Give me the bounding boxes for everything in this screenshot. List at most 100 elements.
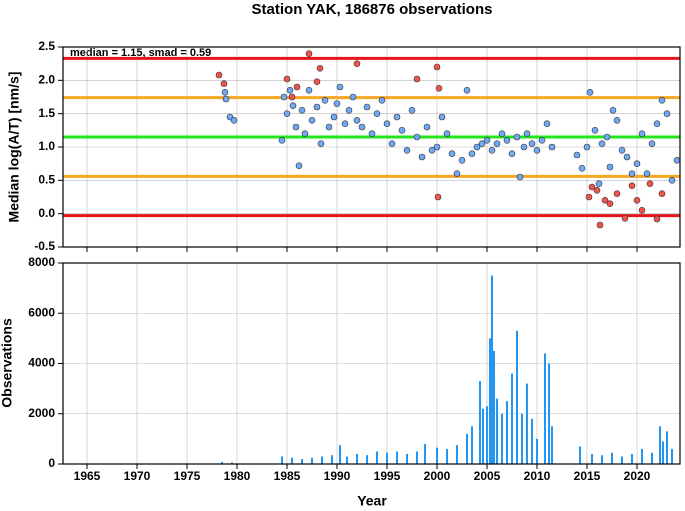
point: [520, 143, 528, 151]
point: [393, 113, 401, 121]
point: [398, 127, 406, 134]
point: [433, 63, 441, 71]
y-axis-label: Median log(A/T) [nm/s]: [6, 72, 22, 223]
bar: [321, 456, 323, 464]
point: [222, 95, 230, 103]
x-tick-label: 2005: [474, 469, 501, 483]
point: [298, 107, 306, 114]
point: [358, 123, 366, 131]
point: [443, 130, 451, 137]
point: [628, 170, 636, 177]
point: [278, 137, 286, 144]
point: [220, 80, 228, 87]
point: [289, 102, 297, 109]
bar: [479, 381, 481, 464]
bar: [406, 453, 408, 464]
annotation: median = 1.15, smad = 0.59: [70, 47, 211, 59]
x-tick-label: 2010: [524, 469, 551, 483]
bar: [301, 458, 303, 464]
x-axis-label: Year: [357, 493, 387, 509]
point: [448, 150, 456, 157]
point: [313, 78, 321, 85]
x-tick-label: 2020: [624, 469, 651, 483]
point: [618, 147, 626, 154]
bar: [659, 426, 661, 464]
point: [317, 140, 325, 147]
bar: [511, 373, 513, 464]
point: [658, 190, 666, 197]
point: [528, 140, 536, 147]
bar: [489, 338, 491, 464]
point: [646, 180, 654, 187]
point: [293, 83, 301, 91]
point: [523, 130, 531, 137]
point: [513, 133, 521, 141]
point: [603, 133, 611, 141]
bar: [436, 447, 438, 464]
point: [663, 110, 671, 117]
point: [621, 215, 629, 222]
point: [488, 147, 496, 154]
bar: [396, 451, 398, 464]
chart-title: Station YAK, 186876 observations: [252, 1, 493, 18]
bar: [601, 455, 603, 464]
point: [230, 117, 238, 124]
bar: [281, 456, 283, 464]
bar: [356, 453, 358, 464]
point: [345, 107, 353, 114]
bar: [501, 413, 503, 464]
bar: [641, 448, 643, 464]
x-tick-label: 1970: [124, 469, 151, 483]
bar: [366, 455, 368, 464]
point: [325, 123, 333, 131]
point: [321, 97, 329, 104]
x-tick-label: 1985: [274, 469, 301, 483]
x-tick-label: 2015: [574, 469, 601, 483]
y-tick-label: 2.0: [38, 73, 55, 87]
x-tick-label: 1965: [74, 469, 101, 483]
bar: [526, 383, 528, 464]
point: [478, 140, 486, 147]
bar: [506, 401, 508, 464]
bar: [496, 398, 498, 464]
point: [598, 140, 606, 147]
point: [533, 147, 541, 154]
point: [308, 117, 316, 124]
point: [473, 143, 481, 151]
point: [378, 97, 386, 104]
point: [591, 127, 599, 134]
point: [503, 137, 511, 144]
point: [313, 103, 321, 111]
point: [538, 137, 546, 144]
plot-border: [62, 262, 681, 465]
point: [673, 157, 681, 164]
point: [613, 190, 621, 197]
y-tick-label: 0.0: [38, 206, 55, 220]
point: [295, 162, 303, 169]
x-tick-label: 2000: [424, 469, 451, 483]
point: [585, 193, 593, 201]
point: [595, 180, 603, 187]
x-tick-label: 1990: [324, 469, 351, 483]
bar: [311, 457, 313, 464]
bar: [493, 350, 495, 464]
point: [606, 200, 614, 207]
bar: [291, 457, 293, 464]
point: [215, 71, 223, 79]
point: [373, 110, 381, 117]
point: [516, 173, 524, 181]
point: [283, 110, 291, 117]
point: [606, 163, 614, 171]
bar: [486, 406, 488, 464]
plot-border: [62, 46, 681, 248]
bar: [482, 408, 484, 464]
bar: [531, 418, 533, 464]
point: [593, 187, 601, 194]
bar: [346, 456, 348, 464]
point: [643, 170, 651, 177]
point: [638, 207, 646, 214]
point: [341, 120, 349, 127]
bar: [579, 446, 581, 464]
point: [668, 177, 676, 184]
